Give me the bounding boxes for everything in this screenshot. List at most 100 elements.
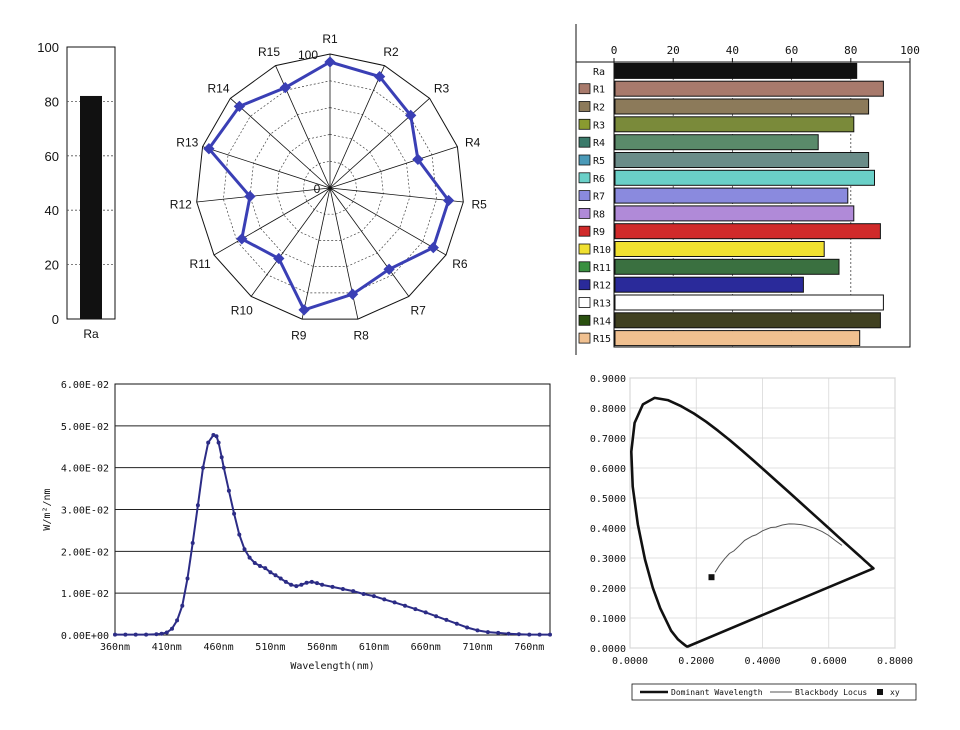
x-tick-label: 0.4000 [744, 656, 780, 667]
spectrum-point [113, 632, 117, 637]
radar-point [203, 143, 215, 155]
spectrum-point [268, 570, 273, 575]
spectrum-point [144, 632, 149, 637]
spectrum-point [201, 465, 205, 470]
legend-label: xy [890, 688, 900, 697]
radar-max-label: 100 [298, 48, 318, 62]
radar-axis-label: R8 [354, 329, 370, 343]
spectrum-point [485, 630, 490, 635]
spectrum-point [214, 434, 219, 439]
radar-spoke [329, 187, 410, 297]
bar-category-label: R7 [593, 192, 605, 203]
x-tick-label: Ra [83, 327, 99, 341]
spectrum-point [278, 576, 283, 581]
radar-axis-label: R14 [207, 82, 229, 96]
radar-spoke [301, 187, 331, 320]
spectrum-point [506, 631, 511, 636]
spectrum-point [170, 626, 174, 631]
bar-r11 [614, 258, 840, 275]
spectrum-point [382, 597, 387, 602]
spectrum-point [242, 547, 247, 552]
bar-category-label: R12 [593, 281, 611, 292]
spectrum-point [537, 632, 542, 637]
spectrum-point [216, 440, 221, 445]
spectrum-point [252, 561, 257, 565]
legend-swatch [578, 332, 591, 344]
radar-axis-label: R2 [383, 45, 399, 59]
bar-r3 [614, 116, 855, 133]
y-tick-label: 80 [45, 94, 59, 109]
x-tick-label: 610nm [359, 642, 389, 653]
bar-r13 [614, 294, 884, 311]
radar-point [442, 194, 455, 207]
radar-axis-label: R12 [170, 198, 192, 212]
x-tick-label: 60 [785, 44, 798, 57]
y-tick-label: 6.00E-02 [61, 380, 109, 391]
x-tick-label: 560nm [307, 642, 337, 653]
legend-swatch [578, 154, 591, 166]
radar-chart: R1 R2 R3 R4 R5 R6 R7 R8 R9 R10 R11 R12 R13 R14 R15 0 100 [170, 32, 487, 343]
spectrum-point [123, 632, 128, 637]
bar-r7 [614, 187, 849, 204]
spectrum-point [294, 584, 299, 589]
spectrum-point [221, 465, 226, 470]
spectrum-point [351, 589, 356, 594]
bar-category-label: R4 [593, 138, 605, 149]
y-tick-label: 0.8000 [590, 404, 626, 415]
y-tick-label: 0.4000 [590, 524, 626, 535]
radar-spoke [250, 187, 331, 297]
radar-point [236, 233, 248, 245]
legend-swatch [578, 261, 591, 273]
spectrum-point [315, 581, 319, 586]
legend-swatch [578, 101, 591, 112]
spectrum-point [232, 511, 237, 516]
spectrum-point [258, 564, 262, 568]
radar-spoke [213, 187, 331, 256]
x-tick-label: 40 [726, 44, 739, 57]
bar-r14 [614, 312, 881, 329]
bar-category-label: R13 [593, 299, 611, 310]
y-tick-label: 0.0000 [590, 644, 626, 655]
x-tick-label: 0.8000 [877, 656, 913, 667]
spectrum-point [185, 576, 190, 581]
y-tick-label: 4.00E-02 [61, 464, 109, 475]
spectrum-point [159, 631, 164, 636]
bar-r12 [614, 276, 804, 293]
bar-r9 [614, 223, 881, 240]
radar-axis-label: R11 [190, 257, 211, 271]
radar-point [298, 304, 310, 316]
y-tick-label: 0.6000 [590, 464, 626, 475]
spectrum-point [340, 587, 345, 591]
bar-category-label: R15 [593, 334, 611, 345]
x-tick-label: 100 [900, 44, 920, 57]
spectrum-point [164, 630, 169, 635]
y-tick-label: 3.00E-02 [61, 506, 109, 517]
spectrum-point [133, 632, 138, 637]
legend-swatch [578, 314, 591, 326]
spectrum-point [475, 628, 480, 633]
radar-axis-label: R5 [472, 198, 488, 212]
radar-spoke [329, 187, 464, 203]
bar-category-label: R10 [593, 245, 611, 256]
spectrum-point [527, 632, 532, 637]
legend-swatch [578, 172, 591, 184]
radar-ring [196, 53, 464, 320]
bar-category-label: R5 [593, 156, 605, 167]
horizontal-bar-chart: 0 20 40 60 80 100 Ra R1 R2 R3 R4 R5 R6 R7 R8 R9 R10 R11 R1… [575, 24, 920, 355]
spectrum-point [548, 632, 552, 637]
x-tick-label: 80 [844, 44, 857, 57]
y-tick-label: 60 [45, 149, 59, 164]
legend-swatch [578, 190, 591, 202]
bar-r2 [614, 98, 870, 115]
spectrum-point [263, 566, 268, 571]
bar-r10 [614, 241, 825, 257]
radar-spoke [202, 146, 331, 189]
bar-category-label: R6 [593, 174, 605, 185]
x-tick-label: 20 [667, 44, 680, 57]
legend-swatch [578, 136, 591, 148]
spectrum-point [299, 582, 304, 587]
x-tick-label: 0.2000 [678, 656, 714, 667]
legend-swatch [578, 83, 591, 95]
chromaticity-chart: 0.0000 0.1000 0.2000 0.3000 0.4000 0.5000 0.60… [590, 374, 917, 701]
